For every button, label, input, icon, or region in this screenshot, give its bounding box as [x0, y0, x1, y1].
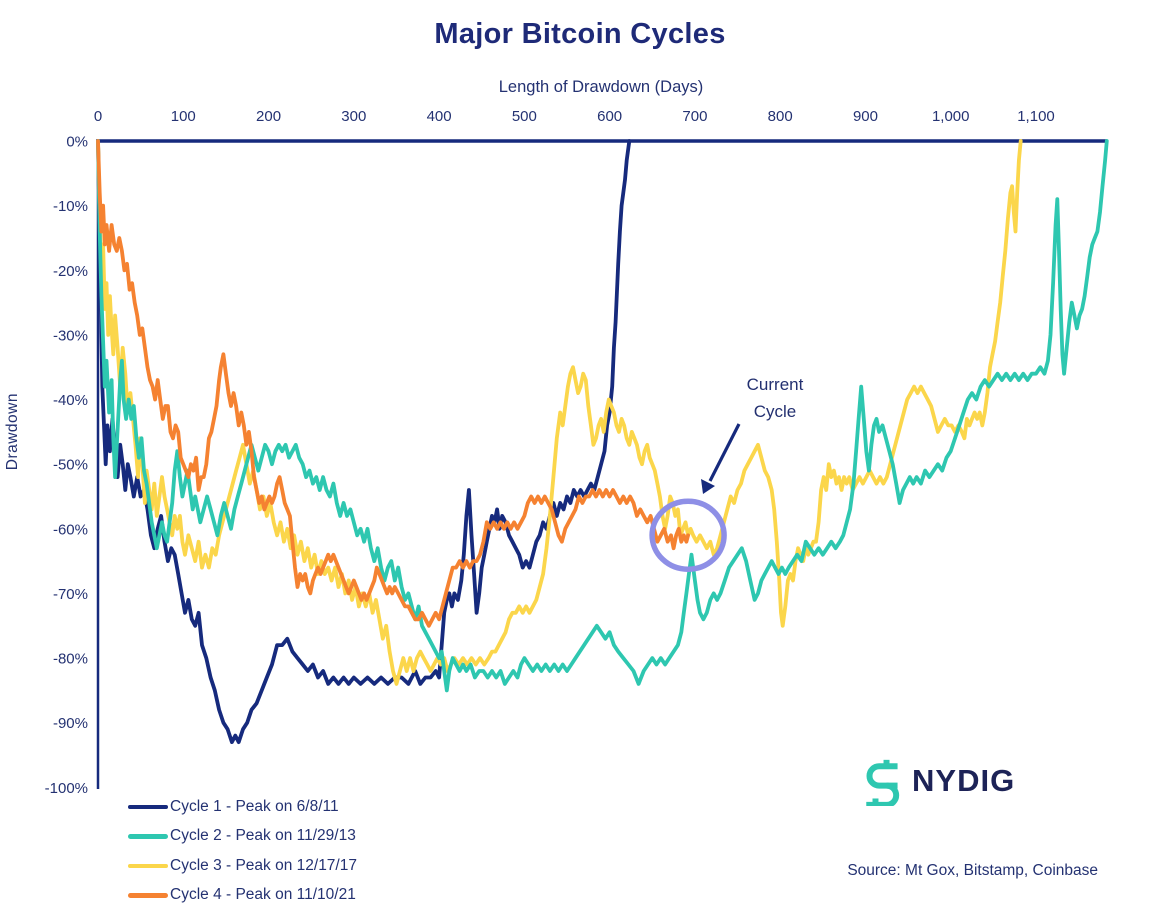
- legend-row-cycle-1: Cycle 1 - Peak on 6/8/11: [128, 792, 357, 822]
- y-tick-label: -90%: [53, 715, 88, 732]
- legend-row-cycle-2: Cycle 2 - Peak on 11/29/13: [128, 822, 357, 852]
- y-tick-label: -70%: [53, 586, 88, 603]
- x-tick-label: 700: [682, 108, 707, 125]
- x-tick-label: 1,000: [932, 108, 970, 125]
- x-tick-label: 500: [512, 108, 537, 125]
- x-tick-label: 600: [597, 108, 622, 125]
- y-tick-label: -20%: [53, 263, 88, 280]
- legend: Cycle 1 - Peak on 6/8/11 Cycle 2 - Peak …: [128, 792, 357, 906]
- y-tick-label: -10%: [53, 198, 88, 215]
- legend-row-cycle-3: Cycle 3 - Peak on 12/17/17: [128, 851, 357, 881]
- y-tick-label: -100%: [45, 780, 88, 797]
- y-tick-label: -40%: [53, 392, 88, 409]
- y-tick-label: -60%: [53, 521, 88, 538]
- x-tick-label: 800: [768, 108, 793, 125]
- series-line-cycle-3: [96, 139, 1023, 686]
- x-tick-label: 200: [256, 108, 281, 125]
- series-line-cycle-2: [96, 139, 1109, 693]
- series-line-cycle-4: [96, 139, 690, 628]
- legend-swatch-cycle-1: [128, 804, 168, 809]
- legend-label-cycle-2: Cycle 2 - Peak on 11/29/13: [170, 827, 356, 845]
- legend-label-cycle-3: Cycle 3 - Peak on 12/17/17: [170, 856, 357, 874]
- x-tick-label: 300: [341, 108, 366, 125]
- source-text: Source: Mt Gox, Bitstamp, Coinbase: [847, 862, 1098, 879]
- y-tick-label: -50%: [53, 457, 88, 474]
- nydig-logo-icon: [866, 759, 900, 806]
- nydig-logo-text: NYDIG: [912, 763, 1016, 798]
- legend-label-cycle-4: Cycle 4 - Peak on 11/10/21: [170, 886, 356, 904]
- x-tick-label: 400: [427, 108, 452, 125]
- y-tick-label: 0%: [66, 134, 88, 151]
- x-tick-label: 1,100: [1017, 108, 1055, 125]
- y-tick-label: -30%: [53, 327, 88, 344]
- legend-swatch-cycle-2: [128, 834, 168, 839]
- y-tick-label: -80%: [53, 651, 88, 668]
- current-cycle-highlight-circle: [649, 498, 727, 573]
- x-tick-label: 900: [853, 108, 878, 125]
- legend-row-cycle-4: Cycle 4 - Peak on 11/10/21: [128, 881, 357, 906]
- legend-swatch-cycle-4: [128, 893, 168, 898]
- legend-swatch-cycle-3: [128, 863, 168, 868]
- x-tick-label: 0: [94, 108, 102, 125]
- annotation-line-1: Current: [746, 375, 804, 394]
- x-tick-label: 100: [171, 108, 196, 125]
- legend-label-cycle-1: Cycle 1 - Peak on 6/8/11: [170, 797, 339, 815]
- annotation-arrow-head: [701, 479, 715, 494]
- x-axis-title: Length of Drawdown (Days): [498, 78, 704, 96]
- chart-title: Major Bitcoin Cycles: [434, 18, 726, 50]
- annotation-line-2: Cycle: [753, 402, 797, 421]
- annotation-arrow-line: [708, 423, 741, 482]
- current-cycle-annotation: Current Cycle: [715, 371, 835, 425]
- nydig-branding: NYDIG: [858, 756, 1015, 806]
